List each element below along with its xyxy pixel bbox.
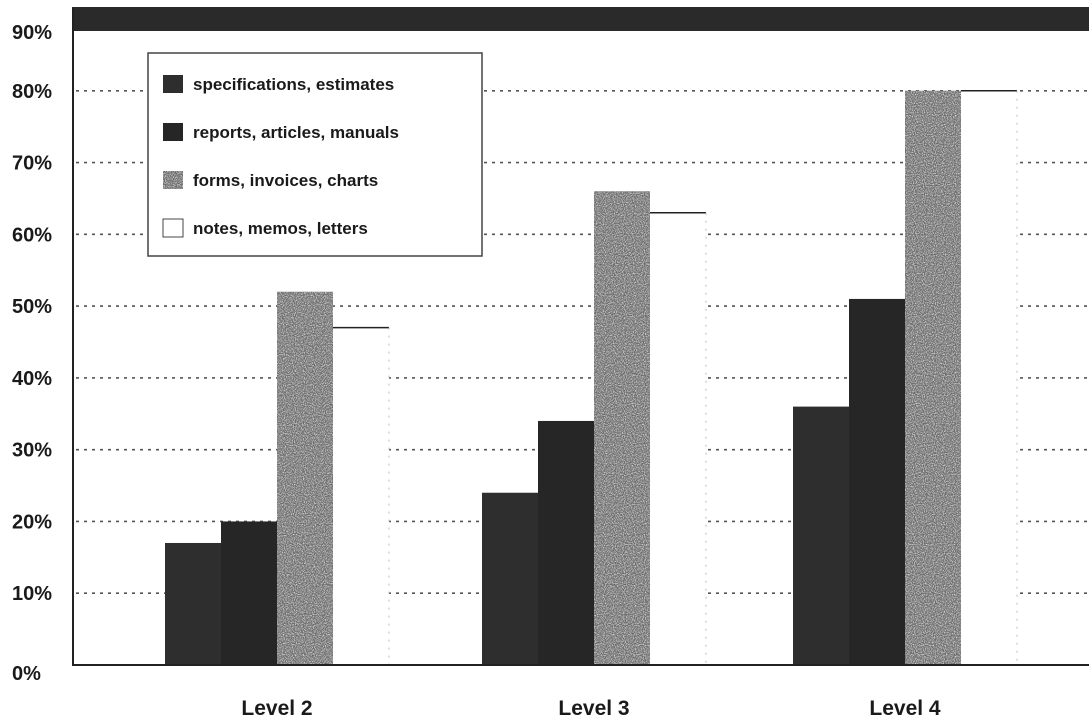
bar <box>849 298 905 665</box>
bar-texture <box>594 191 650 665</box>
y-tick-label: 20% <box>12 511 52 533</box>
bar <box>333 327 389 665</box>
legend-label: notes, memos, letters <box>193 219 368 238</box>
bar <box>221 521 277 665</box>
legend-swatch-texture <box>163 171 183 189</box>
bars <box>165 90 1018 666</box>
bar-texture <box>905 90 961 666</box>
gridlines <box>72 7 1089 595</box>
bar-texture <box>277 291 333 665</box>
bar <box>961 90 1017 666</box>
y-tick-label: 40% <box>12 368 52 390</box>
y-tick-label: 80% <box>12 81 52 103</box>
y-tick-label: 60% <box>12 224 52 246</box>
legend: specifications, estimates reports, articl… <box>147 52 483 257</box>
x-category-label: Level 2 <box>241 697 312 720</box>
bar <box>538 420 594 665</box>
y-tick-label: 50% <box>12 296 52 318</box>
y-axis: 0% 10% 20% 30% 40% 50% 60% 70% 80% 90% <box>12 8 74 685</box>
y-tick-label: 90% <box>12 22 52 44</box>
legend-swatch <box>162 218 184 238</box>
legend-label: forms, invoices, charts <box>193 171 378 190</box>
y-tick-label: 10% <box>12 583 52 605</box>
x-category-label: Level 3 <box>558 697 629 720</box>
y-tick-label: 30% <box>12 440 52 462</box>
bar <box>165 542 221 665</box>
legend-swatch <box>163 123 183 141</box>
bar <box>793 406 849 665</box>
x-category-label: Level 4 <box>869 697 941 720</box>
y-tick-label: 70% <box>12 153 52 175</box>
x-axis: Level 2 Level 3 Level 4 <box>72 664 1089 720</box>
legend-box <box>147 52 483 257</box>
legend-label: reports, articles, manuals <box>193 123 399 142</box>
y-tick-label: 0% <box>12 663 41 685</box>
bar <box>482 492 538 665</box>
legend-swatch <box>163 75 183 93</box>
bar <box>650 212 706 666</box>
legend-label: specifications, estimates <box>193 75 394 94</box>
top-border-band <box>72 7 1089 31</box>
